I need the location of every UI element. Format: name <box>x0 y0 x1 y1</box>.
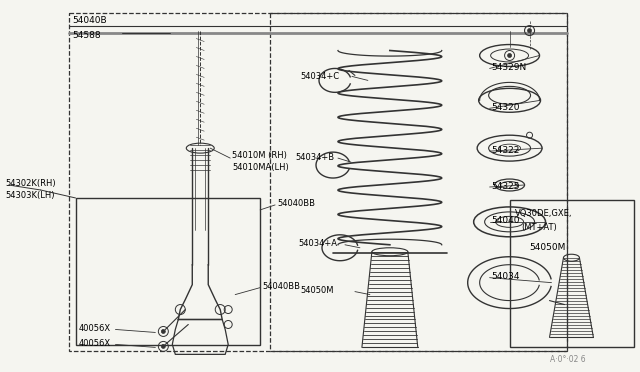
Text: 40056X: 40056X <box>79 324 111 333</box>
Text: 54010MA(LH): 54010MA(LH) <box>232 163 289 171</box>
Circle shape <box>527 29 532 33</box>
Text: 54325: 54325 <box>492 182 520 190</box>
Circle shape <box>161 330 165 333</box>
Text: 54322: 54322 <box>492 145 520 155</box>
Text: 54303K(LH): 54303K(LH) <box>6 192 55 201</box>
Bar <box>76 198 260 346</box>
Text: 54329N: 54329N <box>492 63 527 72</box>
Bar <box>68 13 568 352</box>
Bar <box>509 200 634 347</box>
Circle shape <box>161 344 165 349</box>
Bar <box>270 13 568 352</box>
Text: 54040: 54040 <box>492 217 520 225</box>
Text: 54320: 54320 <box>492 103 520 112</box>
Circle shape <box>508 54 511 58</box>
Text: VQ30DE,GXE,: VQ30DE,GXE, <box>515 209 572 218</box>
Text: 54034+A: 54034+A <box>298 239 337 248</box>
Text: 40056X: 40056X <box>79 339 111 348</box>
Text: 54050M: 54050M <box>300 286 333 295</box>
Text: 54034: 54034 <box>492 272 520 281</box>
Text: (MT+AT): (MT+AT) <box>522 223 557 232</box>
Text: 54010M (RH): 54010M (RH) <box>232 151 287 160</box>
Text: A·0°·02 6: A·0°·02 6 <box>550 355 585 364</box>
Text: 54302K(RH): 54302K(RH) <box>6 179 56 187</box>
Text: 54040BB: 54040BB <box>262 282 300 291</box>
Text: 54034+C: 54034+C <box>300 72 339 81</box>
Text: 54050M: 54050M <box>529 243 566 252</box>
Text: 54040B: 54040B <box>72 16 107 25</box>
Text: 54040BB: 54040BB <box>277 199 315 208</box>
Text: 54034+B: 54034+B <box>295 153 334 161</box>
Text: 54588: 54588 <box>72 31 101 40</box>
